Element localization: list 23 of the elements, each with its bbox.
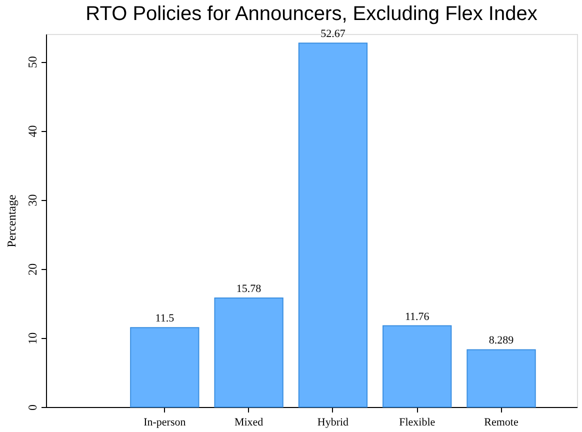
data-label: 15.78 — [236, 283, 262, 295]
y-tick-label: 10 — [26, 332, 40, 344]
x-tick-label: Mixed — [234, 416, 264, 428]
bar — [214, 298, 284, 408]
y-tick-label: 20 — [26, 263, 40, 276]
y-tick-label: 30 — [26, 194, 40, 206]
y-tick-label: 0 — [26, 404, 40, 410]
y-tick-label: 40 — [26, 125, 40, 138]
bar — [382, 325, 452, 408]
bar — [298, 42, 368, 408]
data-label: 52.67 — [320, 28, 346, 40]
y-tick-label: 50 — [26, 56, 40, 68]
x-tick-label: Hybrid — [317, 416, 350, 428]
data-label: 11.76 — [404, 310, 430, 323]
x-tick-label: Flexible — [399, 416, 436, 428]
x-tick-label: In-person — [144, 416, 186, 428]
bar — [466, 349, 536, 408]
bar — [130, 327, 200, 408]
data-label: 8.289 — [488, 334, 514, 347]
x-tick-label: Remote — [484, 416, 518, 428]
y-axis-title: Percentage — [4, 194, 18, 248]
chart-title: RTO Policies for Announcers, Excluding Flex Index — [86, 3, 538, 26]
data-label: 11.5 — [155, 312, 175, 325]
